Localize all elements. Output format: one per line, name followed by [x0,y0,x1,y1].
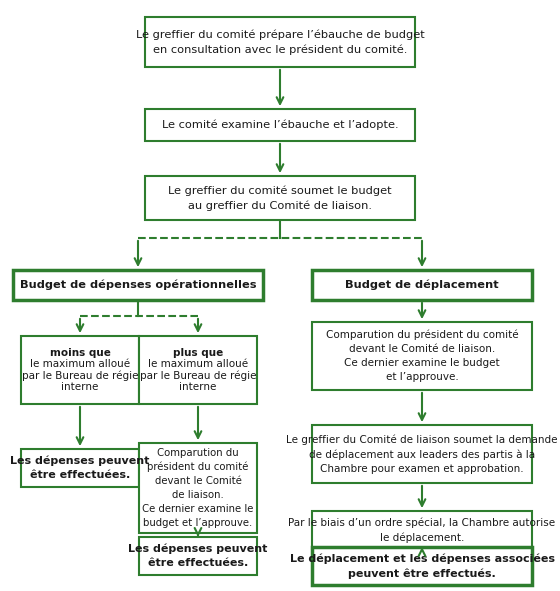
Text: le maximum alloué: le maximum alloué [30,359,130,369]
Text: Comparution du président du comité
devant le Comité de liaison.
Ce dernier exami: Comparution du président du comité devan… [326,330,519,382]
Text: Budget de dépenses opérationnelles: Budget de dépenses opérationnelles [20,280,256,290]
Text: Le déplacement et les dépenses associées
peuvent être effectués.: Le déplacement et les dépenses associées… [290,553,554,579]
Text: Le greffier du comité prépare l’ébauche de budget
en consultation avec le présid: Le greffier du comité prépare l’ébauche … [136,30,424,54]
Bar [312,270,532,300]
Text: Le greffier du Comité de liaison soumet la demande
de déplacement aux leaders de: Le greffier du Comité de liaison soumet … [286,434,558,473]
Bar [139,336,257,404]
Text: par le Bureau de régie: par le Bureau de régie [22,371,138,381]
Text: interne: interne [61,382,99,392]
Text: Budget de déplacement: Budget de déplacement [345,280,499,290]
Bar [312,547,532,585]
Text: moins que: moins que [50,348,110,358]
Text: par le Bureau de régie: par le Bureau de régie [140,371,256,381]
Bar [312,425,532,483]
Bar [312,511,532,549]
Text: Par le biais d’un ordre spécial, la Chambre autorise
le déplacement.: Par le biais d’un ordre spécial, la Cham… [288,517,556,543]
Bar [13,270,263,300]
Text: Comparution du
président du comité
devant le Comité
de liaison.
Ce dernier exami: Comparution du président du comité devan… [142,447,254,528]
Bar [21,336,139,404]
Bar [21,449,139,487]
Text: Les dépenses peuvent
être effectuées.: Les dépenses peuvent être effectuées. [10,456,150,480]
Text: interne: interne [179,382,217,392]
Bar [145,176,415,220]
Bar [139,537,257,575]
Bar [139,443,257,533]
Text: Le comité examine l’ébauche et l’adopte.: Le comité examine l’ébauche et l’adopte. [162,120,398,130]
Bar [145,109,415,141]
Bar [312,322,532,390]
Text: Le greffier du comité soumet le budget
au greffier du Comité de liaison.: Le greffier du comité soumet le budget a… [168,186,392,210]
Text: plus que: plus que [173,348,223,358]
Text: Les dépenses peuvent
être effectuées.: Les dépenses peuvent être effectuées. [128,544,268,569]
Bar [145,17,415,67]
Text: le maximum alloué: le maximum alloué [148,359,248,369]
